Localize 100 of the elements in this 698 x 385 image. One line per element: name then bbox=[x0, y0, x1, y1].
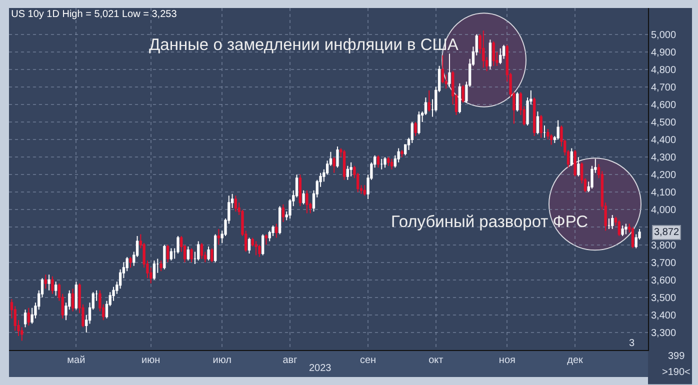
candlestick bbox=[258, 244, 261, 258]
text: 2023 bbox=[309, 363, 332, 374]
candlestick bbox=[499, 48, 502, 65]
annotation: Голубиный разворот ФРС bbox=[391, 213, 588, 231]
candlestick bbox=[621, 224, 624, 236]
candlestick bbox=[190, 248, 193, 263]
candlestick bbox=[458, 82, 461, 114]
y-tick-label: 3,700 bbox=[651, 258, 676, 269]
y-tick-label: 3,400 bbox=[651, 310, 676, 322]
candlestick bbox=[160, 260, 162, 272]
y-tick-label: 3,600 bbox=[651, 275, 676, 286]
x-tick-label: май bbox=[67, 355, 86, 366]
candlestick bbox=[186, 246, 190, 262]
candlestick bbox=[532, 96, 536, 137]
candlestick bbox=[536, 110, 540, 135]
candlestick bbox=[282, 204, 285, 222]
candlestick bbox=[166, 244, 170, 263]
x-tick-label: окт bbox=[428, 355, 444, 366]
candlestick bbox=[275, 223, 278, 238]
y-tick-label: 4,300 bbox=[651, 152, 676, 164]
y-tick-label: 4,000 bbox=[651, 205, 676, 216]
candlestick bbox=[200, 242, 204, 260]
candlestick bbox=[516, 92, 519, 112]
candlestick bbox=[27, 307, 30, 326]
candlestick bbox=[210, 248, 214, 263]
candlestick bbox=[298, 174, 302, 207]
candlestick bbox=[462, 84, 464, 104]
candlestick bbox=[207, 246, 210, 262]
candlestick bbox=[44, 274, 47, 290]
candlestick bbox=[51, 276, 54, 294]
candlestick bbox=[152, 260, 156, 280]
y-tick-label: 4,700 bbox=[651, 82, 676, 94]
candlestick bbox=[129, 256, 132, 268]
x-tick-label: сен bbox=[360, 355, 376, 366]
x-tick-label: июл bbox=[212, 355, 232, 366]
candlestick bbox=[264, 234, 268, 246]
y-tick-label: 4,200 bbox=[651, 170, 676, 182]
candlestick bbox=[631, 226, 634, 249]
text: 3,872 bbox=[654, 227, 680, 238]
candlestick bbox=[387, 156, 390, 166]
y-tick-label: 4,800 bbox=[651, 64, 676, 76]
candlestick bbox=[540, 114, 542, 138]
candlestick bbox=[248, 237, 251, 254]
candlestick bbox=[428, 90, 430, 112]
y-tick-label: 4,100 bbox=[651, 188, 676, 199]
candlestick bbox=[342, 150, 346, 180]
text: >190< bbox=[662, 367, 691, 378]
candlestick bbox=[197, 240, 200, 262]
y-tick-label: 4,500 bbox=[651, 118, 676, 128]
candlestick bbox=[74, 281, 78, 310]
candlestick bbox=[217, 228, 220, 246]
x-tick-label: июн bbox=[142, 355, 160, 366]
candlestick bbox=[380, 158, 383, 170]
candlestick bbox=[574, 150, 576, 177]
y-tick-label: 3,500 bbox=[651, 292, 676, 304]
candlestick bbox=[577, 156, 580, 177]
y-tick-label: 5,000 bbox=[651, 30, 676, 41]
candlestick bbox=[482, 30, 485, 68]
candlestick bbox=[488, 39, 492, 70]
candlestick bbox=[624, 223, 628, 235]
candlestick bbox=[390, 158, 394, 170]
candlestick bbox=[234, 195, 238, 212]
candlestick bbox=[346, 165, 349, 180]
candlestick bbox=[170, 248, 173, 262]
chart-title: US 10y 1D High = 5,021 Low = 3,253 bbox=[11, 9, 178, 20]
candlestick bbox=[163, 244, 166, 270]
candlestick bbox=[556, 120, 560, 140]
candlestick bbox=[278, 206, 282, 235]
candlestick bbox=[418, 110, 420, 135]
candlestick bbox=[24, 309, 27, 328]
candlestick bbox=[54, 281, 58, 296]
candlestick bbox=[492, 40, 495, 66]
candlestick bbox=[384, 156, 386, 168]
candlestick bbox=[400, 150, 404, 158]
annotation: 3 bbox=[629, 338, 635, 349]
candlestick bbox=[570, 148, 573, 166]
candlestick bbox=[363, 184, 366, 196]
candlestick bbox=[618, 220, 620, 236]
candlestick bbox=[71, 288, 74, 312]
candlestick bbox=[48, 274, 50, 291]
y-tick-label: 4,900 bbox=[651, 47, 676, 58]
y-tick-label: 4,400 bbox=[651, 135, 676, 146]
y-tick-label: 3,800 bbox=[651, 240, 676, 252]
x-tick-label: авг bbox=[282, 355, 298, 366]
y-tick-label: 3,300 bbox=[651, 328, 676, 339]
candlestick bbox=[350, 162, 352, 177]
candlestick bbox=[306, 190, 308, 214]
candlestick bbox=[214, 234, 217, 263]
candlestick bbox=[332, 156, 336, 174]
candlestick bbox=[262, 234, 264, 256]
text: 399 bbox=[668, 351, 686, 362]
candlestick bbox=[608, 218, 610, 230]
candlestick bbox=[611, 214, 614, 230]
x-tick-label: дек bbox=[567, 355, 584, 366]
candlestick bbox=[254, 240, 258, 256]
candlestick bbox=[414, 122, 417, 137]
y-tick-label: 4,600 bbox=[651, 100, 676, 111]
candlestick bbox=[448, 53, 451, 88]
candlestick bbox=[543, 125, 546, 138]
candlestick bbox=[376, 154, 380, 168]
